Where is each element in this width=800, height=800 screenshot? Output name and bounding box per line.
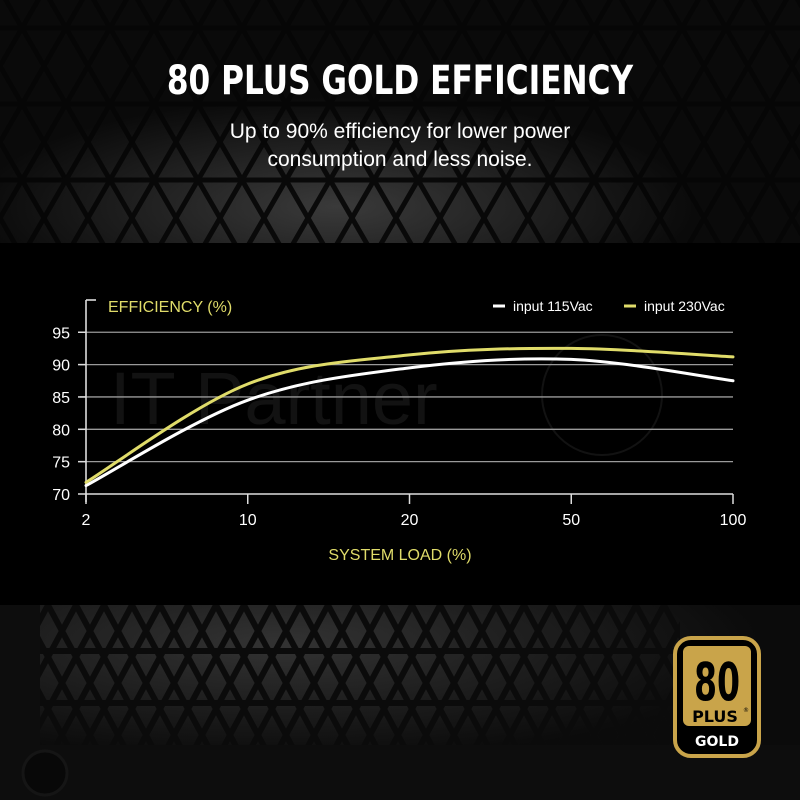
y-tick-label: 70 (52, 487, 70, 504)
legend-label: input 115Vac (513, 298, 593, 314)
badge-number: 80 (694, 652, 740, 713)
legend-label: input 230Vac (644, 298, 725, 314)
x-tick-label: 10 (239, 512, 257, 529)
series-line (84, 346, 735, 484)
screw-icon (21, 749, 69, 797)
chart-panel: IT Partner 70 75 80 85 90 95 2 10 20 50 100 EFFICIEN… (0, 243, 800, 605)
bottom-grille (0, 605, 800, 800)
y-tick-label: 90 (52, 358, 70, 375)
badge-tier: GOLD (695, 734, 739, 750)
y-axis-label: EFFICIENCY (%) (108, 299, 232, 316)
watermark-logo-icon (541, 334, 663, 456)
svg-text:®: ® (743, 707, 749, 714)
top-grille (0, 0, 800, 243)
series-line (84, 357, 735, 488)
y-tick-label: 85 (52, 390, 70, 407)
page-subtitle: Up to 90% efficiency for lower power con… (0, 118, 800, 174)
x-tick-label: 50 (562, 512, 580, 529)
x-tick-label: 20 (401, 512, 419, 529)
x-tick-label: 100 (720, 512, 747, 529)
y-tick-label: 80 (52, 422, 70, 439)
subtitle-line-2: consumption and less noise. (267, 148, 533, 171)
y-tick-label: 75 (52, 455, 70, 472)
subtitle-line-1: Up to 90% efficiency for lower power (229, 120, 571, 143)
page-title: 80 PLUS GOLD EFFICIENCY (166, 58, 634, 104)
x-axis-label: SYSTEM LOAD (%) (328, 547, 471, 564)
badge-plus: PLUS (692, 707, 738, 726)
y-tick-label: 95 (52, 325, 70, 342)
80-plus-gold-badge: 80 PLUS ® GOLD (673, 636, 761, 758)
x-tick-label: 2 (82, 512, 91, 529)
